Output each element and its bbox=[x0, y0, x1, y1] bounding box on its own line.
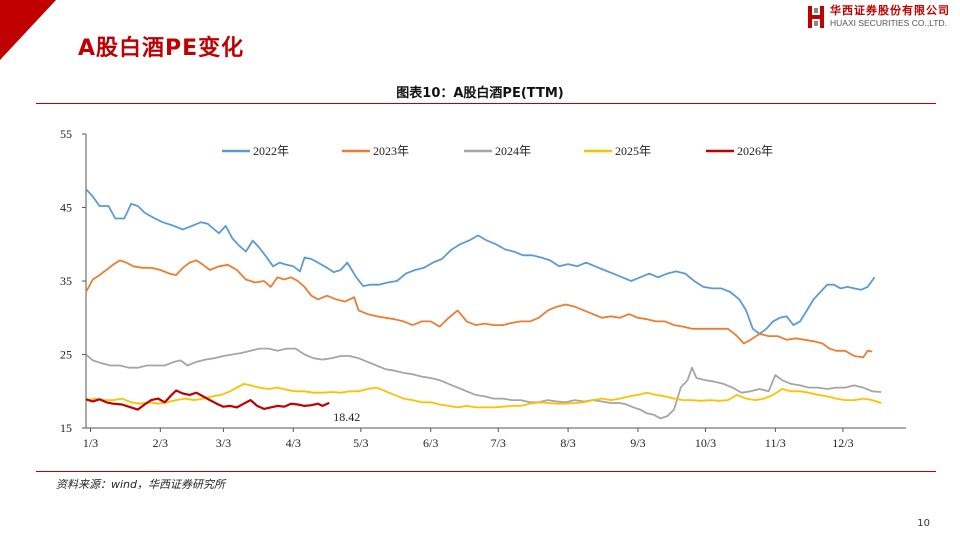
series-line-3 bbox=[85, 347, 882, 420]
top-divider bbox=[36, 103, 936, 104]
y-tick-label: 45 bbox=[60, 201, 72, 215]
huaxi-logo-icon bbox=[808, 6, 824, 28]
y-tick-label: 35 bbox=[60, 274, 72, 288]
x-tick-label: 8/3 bbox=[560, 436, 575, 450]
brand-logo: 华西证券股份有限公司 HUAXI SECURITIES CO.,LTD. bbox=[808, 5, 950, 29]
legend-label-2: 2023年 bbox=[373, 144, 409, 158]
series-line-2 bbox=[85, 259, 873, 359]
y-tick-label: 25 bbox=[60, 348, 72, 362]
header-corner-accent bbox=[0, 0, 56, 60]
x-tick-label: 7/3 bbox=[491, 436, 506, 450]
x-tick-label: 12/3 bbox=[832, 436, 853, 450]
bottom-divider bbox=[36, 471, 936, 472]
x-tick-label: 6/3 bbox=[423, 436, 438, 450]
page-number: 10 bbox=[917, 518, 930, 529]
series-line-4 bbox=[85, 383, 882, 409]
x-tick-label: 4/3 bbox=[286, 436, 301, 450]
y-tick-label: 55 bbox=[60, 127, 72, 141]
source-note: 资料来源：wind，华西证券研究所 bbox=[56, 478, 226, 491]
legend-label-3: 2024年 bbox=[495, 144, 531, 158]
brand-name-en: HUAXI SECURITIES CO.,LTD. bbox=[830, 18, 947, 28]
series-line-5 bbox=[85, 389, 330, 411]
y-tick-label: 15 bbox=[60, 421, 72, 435]
x-tick-label: 3/3 bbox=[216, 436, 231, 450]
end-value-annotation: 18.42 bbox=[333, 410, 360, 424]
pe-line-chart: 15 25 35 45 55 1/3 2/3 3/3 4/3 5/3 6/3 7/3 8/3 9/3 10/… bbox=[60, 127, 906, 450]
page-title: A股白酒PE变化 bbox=[78, 36, 245, 61]
figure-title: 图表10：A股白酒PE(TTM) bbox=[396, 86, 564, 101]
x-tick-label: 1/3 bbox=[83, 436, 98, 450]
series-line-1 bbox=[85, 188, 876, 335]
x-tick-label: 10/3 bbox=[695, 436, 716, 450]
legend-label-4: 2025年 bbox=[615, 144, 651, 158]
x-tick-label: 11/3 bbox=[765, 436, 786, 450]
legend-label-5: 2026年 bbox=[737, 144, 773, 158]
x-tick-label: 5/3 bbox=[353, 436, 368, 450]
legend-label-1: 2022年 bbox=[253, 144, 289, 158]
x-tick-label: 2/3 bbox=[153, 436, 168, 450]
brand-name-cn: 华西证券股份有限公司 bbox=[830, 4, 950, 17]
x-tick-label: 9/3 bbox=[630, 436, 645, 450]
